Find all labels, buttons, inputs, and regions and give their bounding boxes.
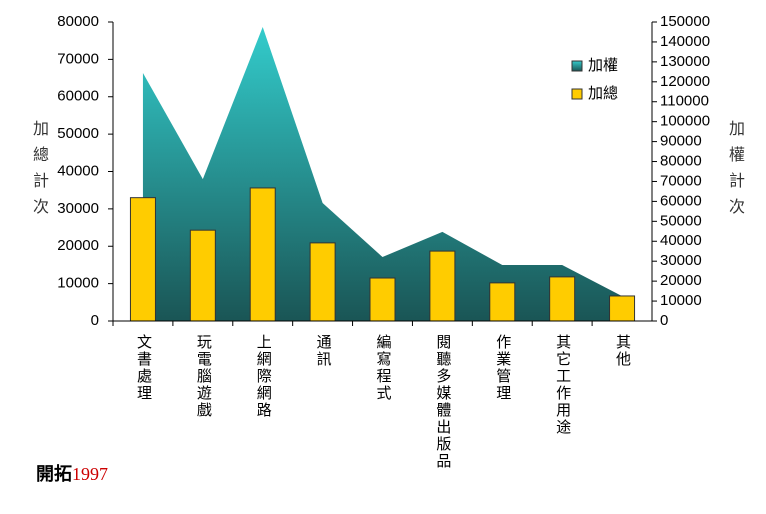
y2-tick-label: 100000 bbox=[660, 113, 710, 130]
y-tick-label: 80000 bbox=[57, 13, 99, 30]
bar bbox=[429, 250, 456, 322]
x-tick-label: 其他 bbox=[614, 334, 632, 368]
bar bbox=[309, 242, 336, 322]
y2-tick-label: 150000 bbox=[660, 13, 710, 30]
y2-tick-label: 20000 bbox=[660, 272, 702, 289]
x-tick-label: 玩電腦遊戲 bbox=[194, 334, 212, 419]
legend-swatch bbox=[571, 88, 583, 100]
x-tick-label: 文書處理 bbox=[134, 334, 152, 402]
y2-tick-label: 40000 bbox=[660, 232, 702, 249]
bar bbox=[189, 229, 216, 322]
x-tick-label: 上網際網路 bbox=[254, 334, 272, 419]
bar bbox=[489, 282, 516, 322]
y2-tick-label: 60000 bbox=[660, 192, 702, 209]
note: 開拓1997 bbox=[36, 460, 108, 486]
x-tick-label: 通訊 bbox=[314, 334, 332, 368]
y2-tick-label: 130000 bbox=[660, 53, 710, 70]
y2-tick-label: 30000 bbox=[660, 252, 702, 269]
y2-tick-label: 10000 bbox=[660, 292, 702, 309]
bar bbox=[609, 295, 636, 322]
y-axis-title: 加總計次 bbox=[30, 120, 47, 224]
y-tick-label: 50000 bbox=[57, 125, 99, 142]
y-tick-label: 0 bbox=[91, 312, 99, 329]
x-tick-label: 其它工作用途 bbox=[554, 334, 572, 436]
bar bbox=[129, 197, 156, 322]
y2-axis-title: 加權計次 bbox=[726, 120, 743, 224]
y2-tick-label: 70000 bbox=[660, 172, 702, 189]
note-text: 開拓 bbox=[36, 464, 72, 485]
y2-tick-label: 50000 bbox=[660, 212, 702, 229]
y-tick-label: 10000 bbox=[57, 275, 99, 292]
bar bbox=[549, 276, 576, 322]
y2-tick-label: 120000 bbox=[660, 73, 710, 90]
bar bbox=[369, 277, 396, 322]
y-tick-label: 40000 bbox=[57, 162, 99, 179]
x-tick-label: 閱聽多媒體出版品 bbox=[434, 334, 452, 470]
bar bbox=[249, 187, 276, 322]
y2-tick-label: 140000 bbox=[660, 33, 710, 50]
y-tick-label: 60000 bbox=[57, 88, 99, 105]
y2-tick-label: 80000 bbox=[660, 153, 702, 170]
y-tick-label: 30000 bbox=[57, 200, 99, 217]
y-tick-label: 70000 bbox=[57, 50, 99, 67]
legend-swatch bbox=[571, 60, 583, 72]
x-tick-label: 作業管理 bbox=[494, 334, 512, 402]
note-year: 1997 bbox=[72, 464, 108, 484]
y-tick-label: 20000 bbox=[57, 237, 99, 254]
legend-label: 加權 bbox=[588, 57, 618, 74]
y2-tick-label: 110000 bbox=[660, 93, 709, 110]
x-tick-label: 編寫程式 bbox=[374, 334, 392, 402]
legend-label: 加總 bbox=[588, 84, 618, 102]
y2-tick-label: 0 bbox=[660, 312, 668, 329]
y2-tick-label: 90000 bbox=[660, 133, 702, 150]
